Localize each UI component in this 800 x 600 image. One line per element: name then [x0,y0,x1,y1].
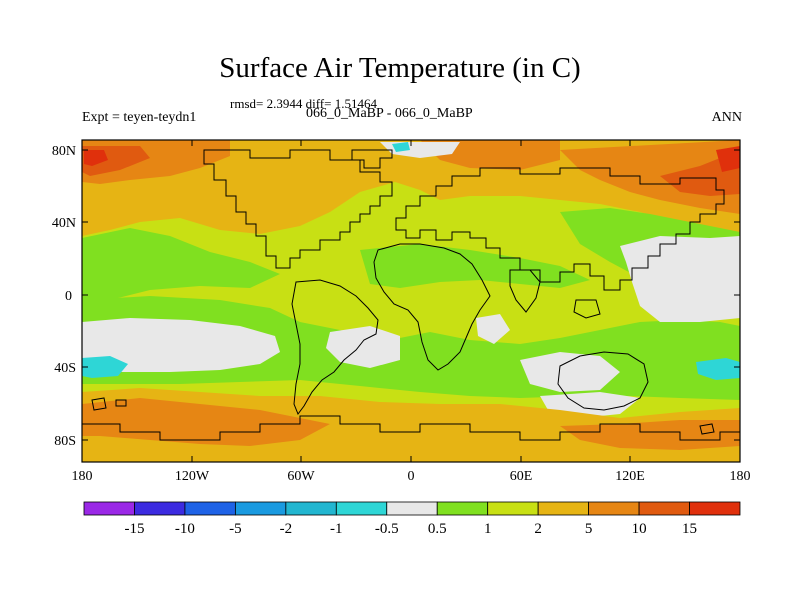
field-white-indian [520,352,620,392]
field-cyan-southpacific [82,356,128,378]
field-green-equator [360,244,590,288]
coast-se-asia [573,299,601,319]
y-tick-label: 80N [52,144,76,159]
stats-line: rmsd= 2.3944 diff= 1.51464 [230,96,377,111]
colorbar-box [285,501,337,516]
coast-africa [373,243,491,371]
x-tick-label: 0 [408,469,415,484]
coast-south-america [291,279,379,416]
colorbar-box [83,501,135,516]
colorbar-label: -10 [175,521,195,537]
field-cyan-arctic [392,142,410,152]
field-south-orange-east [560,420,740,450]
plot-title: Surface Air Temperature (in C) [219,52,581,84]
field-cyan-tasman [696,358,740,380]
field-south-orange [82,398,330,446]
colorbar-box [689,501,741,516]
colorbar-box [588,501,640,516]
colorbar-box [487,501,539,516]
y-axis-labels: 80N 40N 0 40S 80S [52,144,76,449]
coast-island-1 [91,397,107,411]
colorbar-box [184,501,236,516]
colorbar-label: -0.5 [375,521,399,537]
colorbar-box [134,501,186,516]
colorbar-label: 15 [682,521,697,537]
y-tick-label: 40N [52,216,76,231]
season-label: ANN [711,110,742,125]
x-tick-label: 120W [175,469,210,484]
colorbar-label: 5 [585,521,593,537]
colorbar-label: 2 [534,521,542,537]
case-label: 066_0_MaBP - 066_0_MaBP [306,106,473,121]
coast-north-america [203,149,393,269]
coast-antarctica [82,415,740,441]
field-white-africa [476,314,510,344]
colorbar-label: -5 [229,521,242,537]
coastlines [82,149,740,441]
y-tick-label: 80S [54,434,76,449]
colorbar-label: -2 [280,521,293,537]
colorbar: -15 -10 -5 -2 -1 -0.5 0.5 1 2 5 10 15 [83,501,741,537]
field-white-southatlantic [326,326,400,368]
coast-greenland [351,149,393,169]
field-white-northpacific [620,236,740,322]
colorbar-box [234,501,287,516]
colorbar-label: 0.5 [428,521,447,537]
colorbar-label: -15 [124,521,144,537]
x-tick-label: 120E [615,469,645,484]
coast-india [509,269,541,313]
colorbar-box [386,501,438,516]
x-tick-label: 180 [72,469,93,484]
y-tick-label: 0 [65,289,72,304]
field-arctic-darkred [716,146,740,172]
coast-eurasia [395,167,725,291]
colorbar-box [335,501,388,516]
field-white-southpacific [82,318,280,372]
x-tick-label: 60W [287,469,315,484]
x-tick-label: 60E [510,469,533,484]
colorbar-label: -1 [330,521,343,537]
temperature-field [82,140,740,462]
x-tick-label: 180 [730,469,751,484]
field-north-orange-east [560,140,740,214]
colorbar-box [537,501,590,516]
experiment-label: Expt = teyen-teydn1 [82,110,197,125]
colorbar-box [436,501,489,516]
x-axis-labels: 180 120W 60W 0 60E 120E 180 [72,469,751,484]
colorbar-label: 1 [484,521,492,537]
coast-australia [557,351,649,411]
field-green-lobe-west [82,228,280,300]
coast-island-2 [115,399,127,407]
coast-island-3 [699,423,715,435]
colorbar-label: 10 [632,521,647,537]
ticks [82,140,740,462]
y-tick-label: 40S [54,361,76,376]
colorbar-box [638,501,690,516]
field-north-darkred [84,150,108,166]
